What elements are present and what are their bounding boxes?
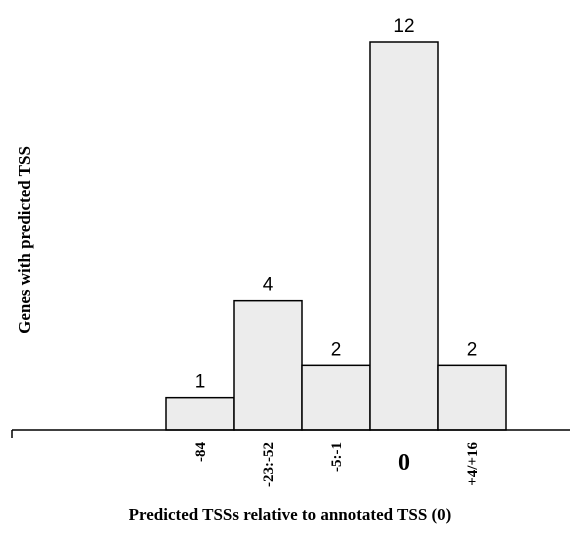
x-tick-label-0: -84 — [193, 442, 209, 462]
bar-0 — [165, 396, 235, 431]
x-tick-label-2: -5:-1 — [329, 442, 345, 472]
data-label-3: 12 — [393, 16, 414, 37]
data-label-2: 2 — [331, 339, 342, 360]
x-tick-label-3: 0 — [398, 450, 410, 476]
bar-3 — [369, 41, 439, 431]
bar-4 — [437, 364, 507, 431]
data-label-0: 1 — [195, 372, 206, 393]
bars-group: 1 4 2 12 2 — [165, 16, 507, 431]
x-tick-labels: -84 -23:-52 -5:-1 0 +4/+16 — [193, 442, 481, 487]
bar-2 — [301, 364, 371, 431]
y-axis-title: Genes with predicted TSS — [15, 146, 34, 334]
x-tick-label-4: +4/+16 — [465, 442, 481, 486]
x-axis-title: Predicted TSSs relative to annotated TSS… — [129, 505, 452, 524]
x-tick-label-1: -23:-52 — [261, 442, 277, 487]
data-label-4: 2 — [467, 339, 478, 360]
bar-1 — [233, 299, 303, 431]
data-label-1: 4 — [263, 275, 274, 296]
